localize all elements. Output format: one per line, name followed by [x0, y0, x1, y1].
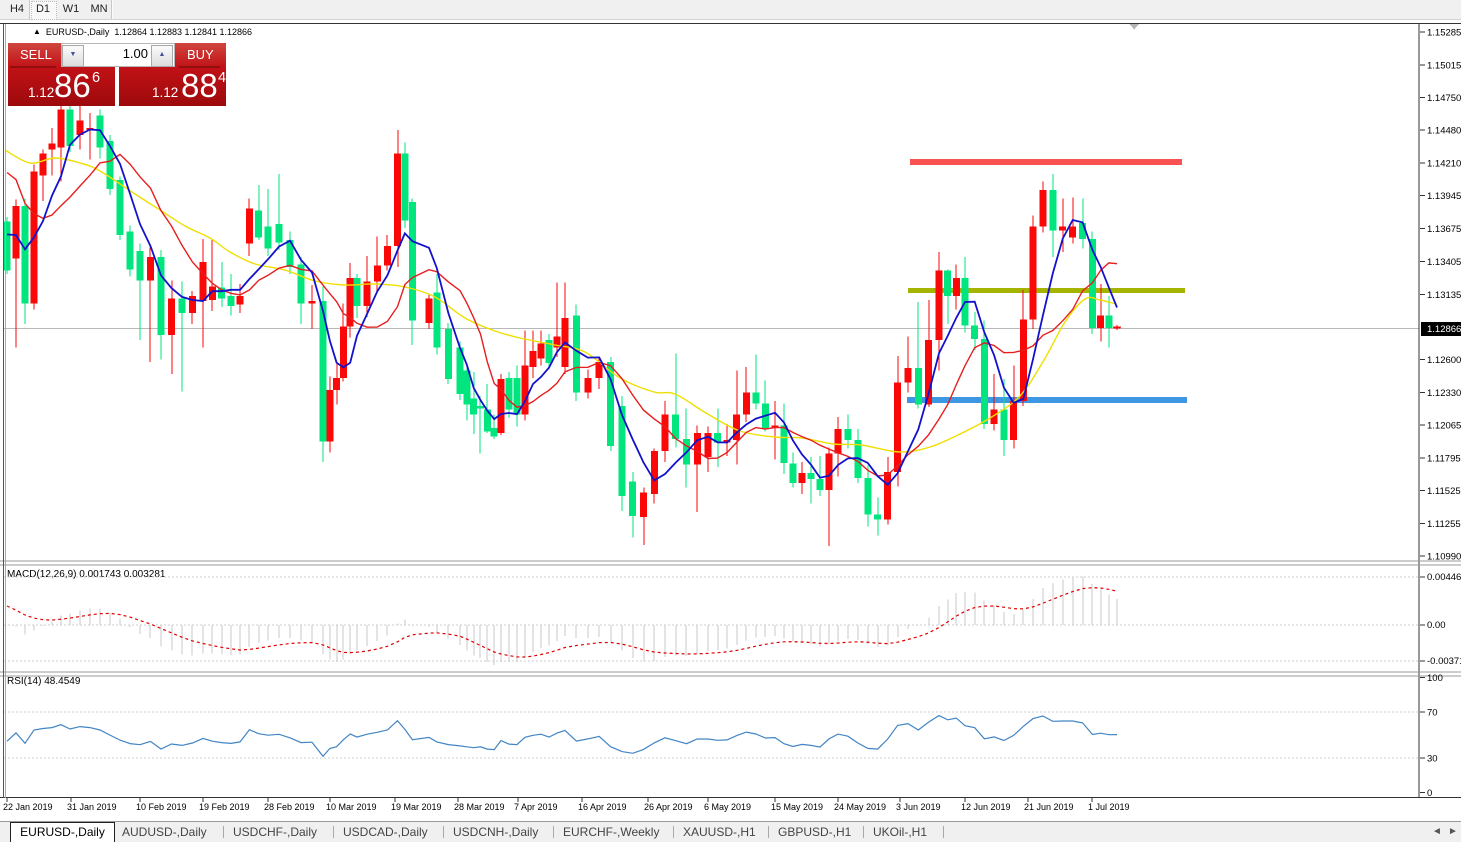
svg-text:1.14750: 1.14750 — [1427, 93, 1461, 104]
svg-text:100: 100 — [1427, 673, 1443, 684]
svg-text:31 Jan 2019: 31 Jan 2019 — [67, 802, 117, 812]
svg-text:3 Jun 2019: 3 Jun 2019 — [896, 802, 941, 812]
svg-text:19 Mar 2019: 19 Mar 2019 — [391, 802, 442, 812]
svg-text:10 Feb 2019: 10 Feb 2019 — [136, 802, 187, 812]
svg-text:1 Jul 2019: 1 Jul 2019 — [1088, 802, 1130, 812]
svg-text:MACD(12,26,9) 0.001743 0.00328: MACD(12,26,9) 0.001743 0.003281 — [7, 569, 166, 580]
svg-text:28 Feb 2019: 28 Feb 2019 — [264, 802, 315, 812]
svg-text:19 Feb 2019: 19 Feb 2019 — [199, 802, 250, 812]
svg-text:-0.003715: -0.003715 — [1427, 656, 1461, 667]
svg-text:6 May 2019: 6 May 2019 — [704, 802, 751, 812]
svg-text:22 Jan 2019: 22 Jan 2019 — [3, 802, 53, 812]
svg-text:12 Jun 2019: 12 Jun 2019 — [961, 802, 1011, 812]
svg-text:RSI(14) 48.4549: RSI(14) 48.4549 — [7, 676, 81, 687]
svg-text:1.12065: 1.12065 — [1427, 420, 1461, 431]
svg-text:0.00: 0.00 — [1427, 620, 1446, 631]
svg-text:1.14480: 1.14480 — [1427, 126, 1461, 137]
svg-text:1.13945: 1.13945 — [1427, 191, 1461, 202]
svg-text:1.12600: 1.12600 — [1427, 355, 1461, 366]
svg-text:1.11255: 1.11255 — [1427, 519, 1461, 530]
svg-text:1.13675: 1.13675 — [1427, 224, 1461, 235]
svg-text:16 Apr 2019: 16 Apr 2019 — [578, 802, 627, 812]
svg-text:15 May 2019: 15 May 2019 — [771, 802, 823, 812]
svg-text:1.13135: 1.13135 — [1427, 290, 1461, 301]
svg-text:24 May 2019: 24 May 2019 — [834, 802, 886, 812]
svg-text:70: 70 — [1427, 708, 1438, 719]
svg-text:1.13405: 1.13405 — [1427, 257, 1461, 268]
svg-text:1.11525: 1.11525 — [1427, 486, 1461, 497]
svg-text:1.14210: 1.14210 — [1427, 159, 1461, 170]
svg-text:30: 30 — [1427, 754, 1438, 765]
svg-text:1.15015: 1.15015 — [1427, 60, 1461, 71]
svg-text:0: 0 — [1427, 788, 1432, 799]
svg-text:28 Mar 2019: 28 Mar 2019 — [454, 802, 505, 812]
svg-text:10 Mar 2019: 10 Mar 2019 — [326, 802, 377, 812]
svg-text:1.11795: 1.11795 — [1427, 453, 1461, 464]
svg-text:1.10990: 1.10990 — [1427, 552, 1461, 563]
svg-text:7 Apr 2019: 7 Apr 2019 — [514, 802, 558, 812]
svg-text:0.004465: 0.004465 — [1427, 572, 1461, 583]
svg-text:21 Jun 2019: 21 Jun 2019 — [1024, 802, 1074, 812]
svg-text:1.12330: 1.12330 — [1427, 388, 1461, 399]
svg-text:1.12866: 1.12866 — [1427, 324, 1461, 335]
svg-text:1.15285: 1.15285 — [1427, 28, 1461, 39]
svg-text:26 Apr 2019: 26 Apr 2019 — [644, 802, 693, 812]
